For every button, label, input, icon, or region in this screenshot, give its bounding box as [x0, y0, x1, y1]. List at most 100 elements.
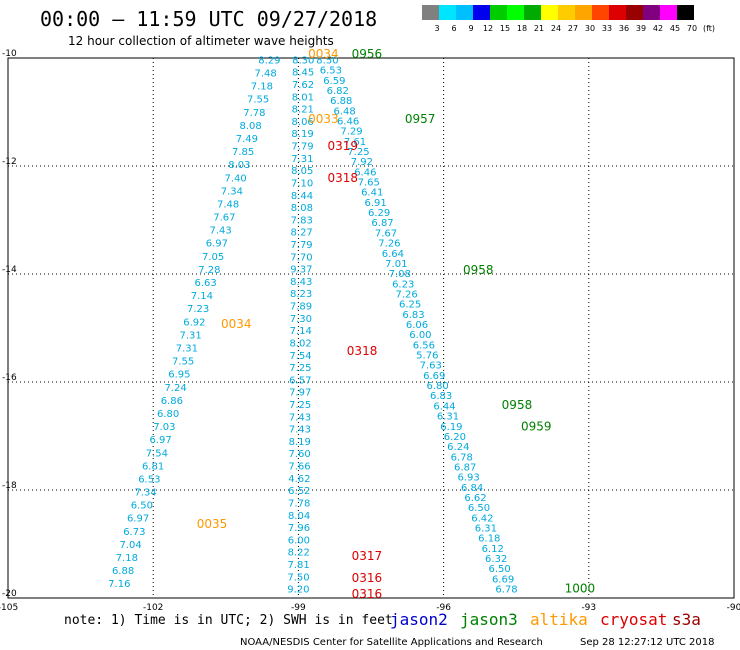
swh-value: 6.82 [327, 86, 349, 97]
swh-value: 6.95 [168, 370, 190, 381]
time-labels: 0034 0956 0033 0957 0319 0318 0958 0034 0318 0958… [197, 47, 595, 601]
swh-value: 7.03 [153, 422, 175, 433]
swh-value: 8.30 [292, 55, 314, 66]
colorbar-swatch [422, 5, 439, 20]
colorbar-swatch [473, 5, 490, 20]
colorbar-label: 39 [636, 24, 646, 33]
swh-value: 8.19 [289, 437, 311, 448]
pass-time-label: 0958 [502, 398, 533, 412]
swh-value: 7.26 [378, 239, 400, 250]
swh-value: 6.25 [399, 300, 421, 311]
swh-value: 6.88 [112, 566, 134, 577]
swh-value: 8.29 [258, 55, 280, 66]
swh-value: 7.79 [290, 240, 312, 251]
swh-value: 6.31 [475, 524, 497, 535]
swh-value: 6.97 [149, 435, 171, 446]
swh-value: 7.78 [243, 108, 265, 119]
swh-value: 6.92 [183, 317, 205, 328]
pass-time-label: 0034 [308, 47, 339, 61]
swh-value: 7.30 [290, 314, 312, 325]
swh-value: 7.31 [291, 154, 313, 165]
swh-value: 8.01 [292, 92, 314, 103]
swh-value: 7.24 [164, 383, 186, 394]
x-tick-label: -99 [291, 603, 306, 613]
pass-time-label: 0035 [197, 517, 228, 531]
swh-value: 6.53 [138, 474, 160, 485]
colorbar-label: 18 [517, 24, 527, 33]
swh-value: 6.44 [433, 401, 455, 412]
colorbar-label: 36 [619, 24, 629, 33]
swh-value: 7.85 [232, 147, 254, 158]
swh-value: 6.93 [458, 473, 480, 484]
colorbar-swatch [592, 5, 609, 20]
satellite-jason2: jason2 [390, 610, 448, 629]
swh-value: 7.97 [289, 388, 311, 399]
swh-value: 6.32 [485, 554, 507, 565]
swh-value: 8.45 [292, 68, 314, 79]
swh-value: 6.78 [451, 452, 473, 463]
swh-value: 7.65 [358, 178, 380, 189]
swh-value: 7.66 [288, 462, 310, 473]
colorbar-swatch [626, 5, 643, 20]
swh-value: 8.44 [291, 191, 313, 202]
footer-timestamp: Sep 28 12:27:12 UTC 2018 [580, 637, 714, 648]
swh-value: 6.80 [157, 409, 179, 420]
swh-value: 6.48 [334, 106, 356, 117]
colorbar-label: 15 [500, 24, 510, 33]
footer-credit: NOAA/NESDIS Center for Satellite Applica… [240, 637, 543, 648]
colorbar-label: 42 [653, 24, 663, 33]
pass-time-label: 0316 [352, 571, 383, 585]
swh-value: 6.52 [288, 486, 310, 497]
colorbar-swatch [609, 5, 626, 20]
swh-value: 7.40 [224, 173, 246, 184]
y-tick-label: -14 [2, 265, 17, 275]
swh-value: 8.02 [290, 338, 312, 349]
swh-value: 6.57 [289, 375, 311, 386]
swh-value: 6.31 [437, 412, 459, 423]
swh-value: 7.83 [291, 215, 313, 226]
colorbar-swatch [660, 5, 677, 20]
pass-time-label: 0958 [463, 263, 494, 277]
swh-value: 6.29 [368, 208, 390, 219]
swh-value: 4.62 [288, 474, 310, 485]
swh-value: 7.54 [289, 351, 311, 362]
swh-value: 6.50 [131, 501, 153, 512]
swh-value: 7.89 [290, 302, 312, 313]
swh-value: 6.84 [461, 483, 483, 494]
swh-value: 7.01 [385, 259, 407, 270]
pass-time-label: 0033 [308, 112, 339, 126]
swh-value: 6.83 [402, 310, 424, 321]
x-tick-label: -105 [0, 603, 18, 613]
swh-value: 6.80 [427, 381, 449, 392]
swh-value: 8.08 [239, 121, 261, 132]
swh-value: 7.14 [191, 291, 213, 302]
swh-value: 6.23 [392, 279, 414, 290]
swh-value: 7.43 [289, 412, 311, 423]
colorbar-label: 6 [451, 24, 456, 33]
colorbar-swatch [507, 5, 524, 20]
swh-value: 8.22 [288, 548, 310, 559]
swh-value: 7.96 [288, 523, 310, 534]
pass-time-label: 0959 [521, 420, 552, 434]
swh-value: 6.88 [330, 96, 352, 107]
swh-value: 7.67 [375, 228, 397, 239]
swh-value: 6.56 [413, 340, 435, 351]
swh-value: 6.78 [495, 585, 517, 596]
colorbar-legend: 3 6 9 12 15 18 21 24 27 30 33 36 39 42 45 70 (ft) [422, 5, 715, 33]
swh-value: 7.10 [291, 178, 313, 189]
swh-value: 6.53 [320, 66, 342, 77]
swh-value: 7.81 [287, 560, 309, 571]
swh-value: 9.20 [287, 585, 309, 596]
swh-value: 7.70 [290, 252, 312, 263]
pass-time-label: 0316 [352, 587, 383, 601]
swh-value: 7.26 [396, 289, 418, 300]
y-tick-label: -12 [2, 157, 17, 167]
x-tick-label: -90 [727, 603, 740, 613]
swh-value: 7.34 [221, 186, 243, 197]
swh-value: 7.67 [213, 213, 235, 224]
pass-time-label: 0956 [352, 47, 383, 61]
colorbar-label: 21 [534, 24, 544, 33]
chart-subtitle: 12 hour collection of altimeter wave hei… [68, 34, 334, 48]
swh-value: 6.64 [382, 249, 404, 260]
swh-value: 7.29 [340, 127, 362, 138]
